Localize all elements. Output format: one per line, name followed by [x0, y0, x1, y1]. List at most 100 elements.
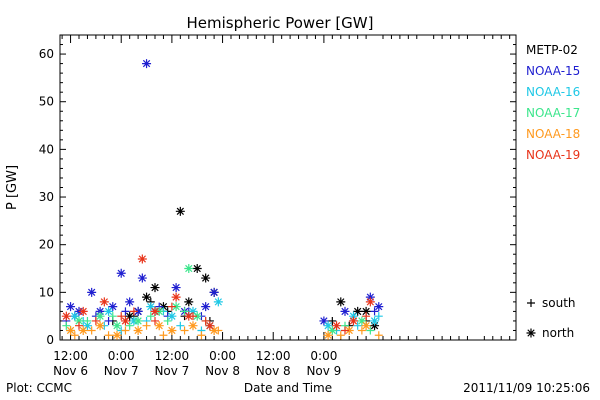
north-point — [201, 273, 211, 283]
marker-legend-label: south — [542, 296, 576, 310]
north-point — [370, 316, 380, 326]
south-point — [176, 321, 185, 330]
north-point — [201, 302, 211, 312]
north-point — [327, 325, 337, 335]
legend-entry: NOAA-19 — [526, 148, 580, 162]
north-point — [184, 264, 194, 274]
north-point — [137, 273, 147, 283]
south-point — [159, 331, 168, 340]
y-tick-label: 10 — [39, 285, 54, 299]
north-point — [104, 306, 114, 316]
x-tick-label-date: Nov 6 — [53, 364, 88, 378]
y-tick-label: 50 — [39, 95, 54, 109]
south-point — [180, 326, 189, 335]
north-point — [61, 311, 71, 321]
south-point — [75, 321, 83, 330]
north-point — [116, 268, 126, 278]
y-tick-label: 0 — [46, 333, 54, 347]
x-tick-label-date: Nov 7 — [104, 364, 139, 378]
north-point — [74, 316, 84, 326]
x-tick-label-date: Nov 8 — [256, 364, 291, 378]
series-noaa-19 — [61, 254, 375, 335]
series-noaa-18 — [66, 321, 383, 340]
north-point — [125, 311, 135, 321]
south-point — [83, 316, 92, 325]
x-tick-label-time: 12:00 — [155, 349, 190, 363]
x-tick-label-time: 12:00 — [256, 349, 291, 363]
south-point — [197, 331, 206, 340]
north-point — [209, 325, 219, 335]
y-tick-label: 40 — [39, 142, 54, 156]
north-point — [344, 325, 354, 335]
south-point — [91, 316, 100, 325]
north-point — [133, 306, 143, 316]
south-point — [167, 302, 176, 311]
legend-plus-marker — [527, 299, 535, 307]
north-point — [192, 311, 202, 321]
data-points — [61, 59, 384, 340]
north-point — [353, 306, 363, 316]
south-point — [146, 312, 155, 321]
legend-entry: METP-02 — [526, 43, 578, 57]
north-point — [171, 302, 181, 312]
south-point — [121, 326, 130, 335]
north-point — [66, 325, 76, 335]
x-tick-label-time: 0:00 — [310, 349, 337, 363]
legend-entry: NOAA-17 — [526, 106, 580, 120]
north-point — [365, 292, 375, 302]
south-point — [336, 331, 345, 340]
south-point — [163, 316, 172, 325]
north-point — [332, 321, 342, 331]
north-point — [370, 321, 380, 331]
north-point — [82, 321, 92, 331]
south-point — [125, 321, 134, 330]
south-point — [180, 307, 189, 316]
south-point — [87, 326, 96, 335]
y-tick-label: 60 — [39, 47, 54, 61]
north-point — [150, 283, 160, 293]
south-point — [104, 316, 113, 325]
north-point — [112, 330, 122, 340]
north-point — [213, 297, 223, 307]
north-point — [95, 306, 105, 316]
north-point — [361, 321, 371, 331]
north-point — [95, 321, 105, 331]
legend-star-marker — [526, 328, 536, 338]
series-legend: METP-02 NOAA-15 NOAA-16 NOAA-17 NOAA-18 NOAA-… — [526, 43, 580, 162]
north-point — [348, 311, 358, 321]
north-point — [125, 297, 135, 307]
footer-plot-credit: Plot: CCMC — [6, 381, 72, 395]
north-point — [70, 311, 80, 321]
y-tick-label: 20 — [39, 238, 54, 252]
south-point — [366, 326, 375, 335]
south-point — [104, 331, 113, 340]
south-point — [117, 312, 126, 321]
north-point — [192, 264, 202, 274]
south-point — [341, 326, 349, 335]
north-point — [365, 297, 375, 307]
south-point — [108, 312, 117, 321]
north-point — [158, 302, 168, 312]
north-point — [184, 297, 194, 307]
south-point — [357, 326, 366, 335]
x-tick-label-time: 0:00 — [108, 349, 135, 363]
south-point — [121, 307, 130, 316]
north-point — [108, 302, 118, 312]
north-point — [137, 254, 147, 264]
chart-title: Hemispheric Power [GW] — [187, 14, 374, 32]
north-point — [87, 287, 97, 297]
north-point — [154, 321, 164, 331]
x-tick-label-date: Nov 8 — [205, 364, 240, 378]
x-tick-label-date: Nov 9 — [306, 364, 341, 378]
north-point — [167, 325, 177, 335]
south-point — [374, 331, 383, 340]
north-point — [142, 59, 152, 69]
north-point — [323, 330, 333, 340]
north-point — [348, 316, 358, 326]
marker-legend: south north — [526, 296, 576, 340]
north-point — [175, 206, 185, 216]
north-point — [319, 316, 329, 326]
